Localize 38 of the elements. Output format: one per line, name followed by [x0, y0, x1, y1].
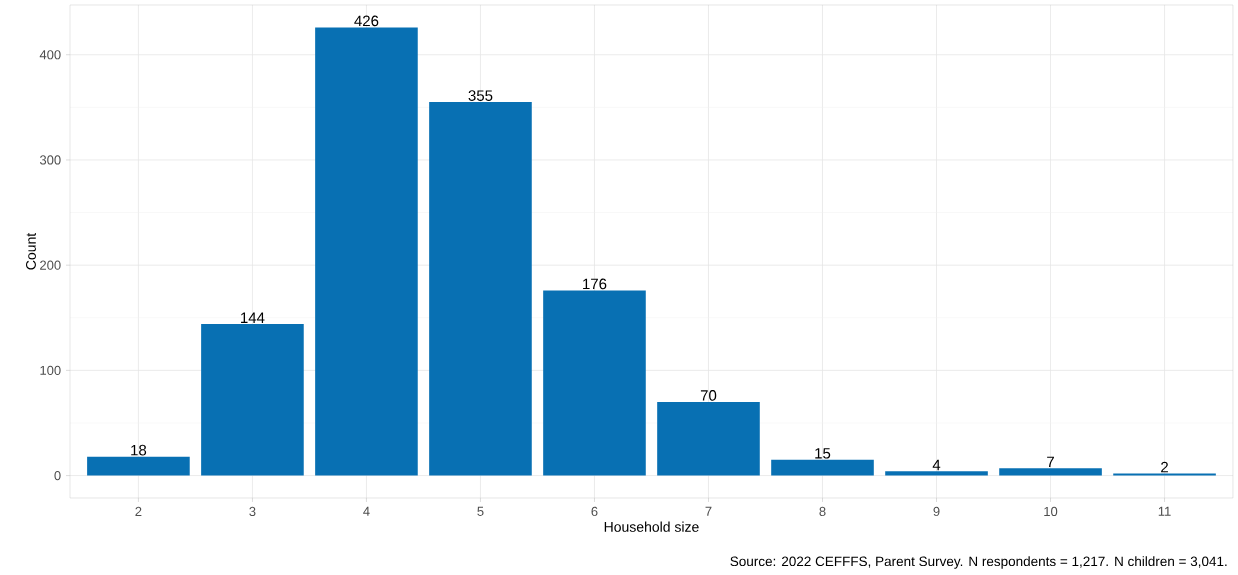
data-label: 355 [468, 90, 493, 101]
y-tick-label: 200 [40, 260, 61, 270]
bar [543, 290, 646, 476]
data-label: 144 [241, 312, 265, 323]
x-axis-title: Household size [604, 521, 699, 532]
data-label: 18 [131, 444, 147, 456]
y-tick-label: 0 [54, 470, 61, 481]
y-tick-label: 400 [39, 50, 61, 60]
x-tick-label: 10 [1044, 506, 1058, 517]
data-label: 426 [354, 15, 379, 27]
x-tick-label: 2 [135, 506, 142, 516]
x-tick-label: 3 [249, 506, 256, 517]
bar [657, 401, 760, 476]
source-note: Source: 2022 CEFFFS, Parent Survey. N respondents = 1,217. N children = 3,041. [730, 556, 1227, 569]
data-label: 2 [1161, 461, 1168, 473]
x-tick-label: 4 [363, 506, 370, 516]
bar [201, 324, 304, 476]
bar [87, 456, 190, 476]
bar [1113, 473, 1216, 476]
data-label: 15 [815, 448, 831, 459]
data-label: 4 [932, 459, 941, 471]
x-tick-label: 6 [591, 506, 598, 517]
x-tick-label: 11 [1158, 506, 1171, 516]
data-label: 176 [583, 278, 607, 290]
x-tick-label: 9 [933, 506, 940, 517]
data-label: 7 [1047, 456, 1054, 468]
x-tick-label: 5 [477, 506, 484, 516]
y-tick-label: 100 [40, 365, 61, 375]
bar [885, 471, 988, 476]
x-tick-label: 7 [705, 506, 712, 516]
bar [315, 27, 418, 476]
y-tick-label: 300 [39, 155, 61, 165]
bar [771, 459, 874, 476]
y-axis-title: Count [26, 232, 36, 270]
bar [999, 468, 1102, 476]
x-tick-label: 8 [819, 506, 826, 517]
bar [429, 102, 532, 476]
data-label: 70 [700, 390, 717, 401]
